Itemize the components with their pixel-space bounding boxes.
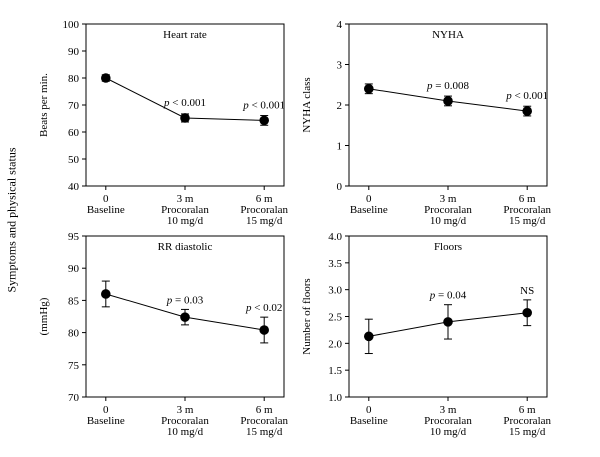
y-tick-label: 2.0 bbox=[328, 338, 342, 350]
x-tick-label: 0 bbox=[103, 193, 109, 205]
y-axis-label: Beats per min. bbox=[38, 73, 50, 137]
significance-annotation: p < 0.02 bbox=[245, 302, 282, 314]
y-tick-label: 70 bbox=[68, 100, 80, 112]
x-tick-label: 15 mg/d bbox=[246, 426, 283, 438]
x-tick-label: 3 m bbox=[177, 404, 194, 416]
y-tick-label: 80 bbox=[68, 328, 80, 340]
x-tick-label: 6 m bbox=[519, 193, 536, 205]
x-tick-label: Procoralan bbox=[424, 204, 472, 216]
x-tick-label: Procoralan bbox=[161, 415, 209, 427]
x-tick-label: 0 bbox=[366, 193, 372, 205]
significance-annotation: NS bbox=[520, 285, 534, 297]
significance-annotation: p < 0.001 bbox=[505, 90, 548, 102]
x-tick-label: Procoralan bbox=[240, 204, 288, 216]
y-tick-label: 95 bbox=[68, 231, 80, 243]
x-tick-label: 10 mg/d bbox=[167, 215, 204, 227]
x-tick-label: 15 mg/d bbox=[509, 426, 546, 438]
y-tick-label: 40 bbox=[68, 181, 80, 193]
x-tick-label: 6 m bbox=[519, 404, 536, 416]
x-tick-label: 3 m bbox=[440, 404, 457, 416]
y-tick-label: 60 bbox=[68, 127, 80, 139]
chart-title: RR diastolic bbox=[158, 241, 213, 253]
y-tick-label: 90 bbox=[68, 263, 80, 275]
data-point bbox=[180, 312, 190, 322]
significance-annotation: p = 0.04 bbox=[429, 290, 467, 302]
significance-annotation: p = 0.03 bbox=[166, 294, 204, 306]
x-tick-label: 10 mg/d bbox=[430, 426, 467, 438]
x-tick-label: 15 mg/d bbox=[509, 215, 546, 227]
x-tick-label: 10 mg/d bbox=[430, 215, 467, 227]
x-tick-label: Baseline bbox=[87, 415, 125, 427]
x-tick-label: Procoralan bbox=[240, 415, 288, 427]
y-tick-label: 0 bbox=[337, 181, 343, 193]
significance-annotation: p < 0.001 bbox=[163, 97, 206, 109]
y-tick-label: 1.0 bbox=[328, 392, 342, 404]
chart-title: NYHA bbox=[432, 29, 464, 41]
y-axis-label: NYHA class bbox=[301, 77, 313, 132]
chart-panel-1: Heart rate 40 50 60 70 80 90 100 Beats per min. 0… bbox=[38, 19, 289, 227]
y-tick-label: 3 bbox=[337, 60, 343, 72]
data-point bbox=[443, 96, 453, 106]
y-tick-label: 3.0 bbox=[328, 285, 342, 297]
y-tick-label: 2.5 bbox=[328, 312, 342, 324]
x-tick-label: Procoralan bbox=[424, 415, 472, 427]
y-tick-label: 75 bbox=[68, 360, 80, 372]
y-tick-label: 4 bbox=[337, 19, 343, 31]
data-point bbox=[522, 106, 532, 116]
chart-panel-4: Floors 1.0 1.5 2.0 2.5 3.0 3.5 4.0 Number of flo… bbox=[301, 231, 552, 438]
x-tick-label: 0 bbox=[366, 404, 372, 416]
x-tick-label: 0 bbox=[103, 404, 109, 416]
data-point bbox=[101, 289, 111, 299]
x-tick-label: 6 m bbox=[256, 404, 273, 416]
y-tick-label: 90 bbox=[68, 46, 80, 58]
x-tick-label: 3 m bbox=[177, 193, 194, 205]
y-tick-label: 50 bbox=[68, 154, 80, 166]
data-point bbox=[522, 307, 532, 318]
data-point bbox=[101, 73, 111, 83]
y-tick-label: 70 bbox=[68, 392, 80, 404]
x-tick-label: Procoralan bbox=[161, 204, 209, 216]
data-point bbox=[364, 331, 374, 342]
y-tick-label: 2 bbox=[337, 100, 343, 112]
significance-annotation: p = 0.008 bbox=[426, 80, 469, 92]
y-axis-label: (mmHg) bbox=[38, 297, 50, 335]
x-tick-label: 6 m bbox=[256, 193, 273, 205]
significance-annotation: p < 0.001 bbox=[242, 99, 285, 111]
x-tick-label: Procoralan bbox=[503, 204, 551, 216]
x-tick-label: Baseline bbox=[350, 415, 388, 427]
data-point bbox=[259, 115, 270, 126]
y-tick-label: 3.5 bbox=[328, 258, 342, 270]
data-point bbox=[259, 325, 270, 335]
y-tick-label: 80 bbox=[68, 73, 80, 85]
data-point bbox=[180, 113, 190, 123]
chart-title: Heart rate bbox=[163, 29, 207, 41]
y-tick-label: 1.5 bbox=[328, 365, 342, 377]
x-tick-label: Procoralan bbox=[503, 415, 551, 427]
x-tick-label: 10 mg/d bbox=[167, 426, 204, 438]
y-tick-label: 85 bbox=[68, 295, 80, 307]
data-point bbox=[443, 317, 453, 327]
data-point bbox=[364, 84, 374, 94]
y-tick-label: 1 bbox=[337, 141, 343, 153]
x-tick-label: Baseline bbox=[350, 204, 388, 216]
chart-title: Floors bbox=[434, 241, 462, 253]
y-tick-label: 4.0 bbox=[328, 231, 342, 243]
y-tick-label: 100 bbox=[63, 19, 80, 31]
x-tick-label: 15 mg/d bbox=[246, 215, 283, 227]
x-tick-label: Baseline bbox=[87, 204, 125, 216]
x-tick-label: 3 m bbox=[440, 193, 457, 205]
y-axis-label: Number of floors bbox=[301, 278, 313, 354]
